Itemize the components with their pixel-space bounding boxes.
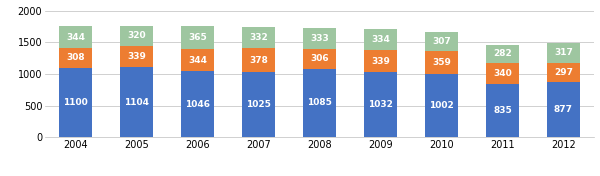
Text: 282: 282 [493,49,512,58]
Text: 877: 877 [554,105,573,114]
Text: 306: 306 [310,54,329,63]
Text: 333: 333 [310,34,329,43]
Bar [364,50,397,72]
Bar [181,71,214,137]
Text: 365: 365 [188,33,207,42]
Text: 317: 317 [554,48,573,57]
Text: 307: 307 [432,37,451,46]
Bar [59,26,92,48]
Text: 334: 334 [371,35,390,44]
Bar [59,68,92,137]
Text: 1025: 1025 [246,100,271,109]
Bar [242,27,275,48]
Text: 1046: 1046 [185,100,210,109]
Bar [486,63,519,84]
Text: 339: 339 [127,52,146,61]
Bar [425,74,458,137]
Text: 340: 340 [493,69,512,78]
Bar [120,67,153,137]
Text: 835: 835 [493,106,512,115]
Bar [242,72,275,137]
Bar [425,51,458,74]
Bar [425,32,458,51]
Bar [242,48,275,72]
Bar [547,82,580,137]
Text: 359: 359 [432,58,451,67]
Bar [120,46,153,67]
Text: 1085: 1085 [307,98,332,107]
Text: 1104: 1104 [124,98,149,107]
Bar [364,72,397,137]
Text: 308: 308 [66,53,85,62]
Text: 320: 320 [127,31,146,40]
Bar [181,49,214,71]
Text: 339: 339 [371,57,390,66]
Bar [547,63,580,82]
Bar [303,49,336,68]
Text: 332: 332 [249,33,268,42]
Text: 344: 344 [188,56,207,65]
Bar [181,26,214,49]
Text: 1002: 1002 [429,101,454,110]
Bar [59,48,92,68]
Bar [303,68,336,137]
Bar [486,84,519,137]
Text: 1032: 1032 [368,100,393,109]
Text: 1100: 1100 [63,98,88,107]
Bar [486,45,519,63]
Text: 297: 297 [554,68,573,77]
Bar [120,26,153,46]
Bar [364,29,397,50]
Bar [303,28,336,49]
Bar [547,43,580,63]
Text: 378: 378 [249,56,268,65]
Text: 344: 344 [66,33,85,42]
